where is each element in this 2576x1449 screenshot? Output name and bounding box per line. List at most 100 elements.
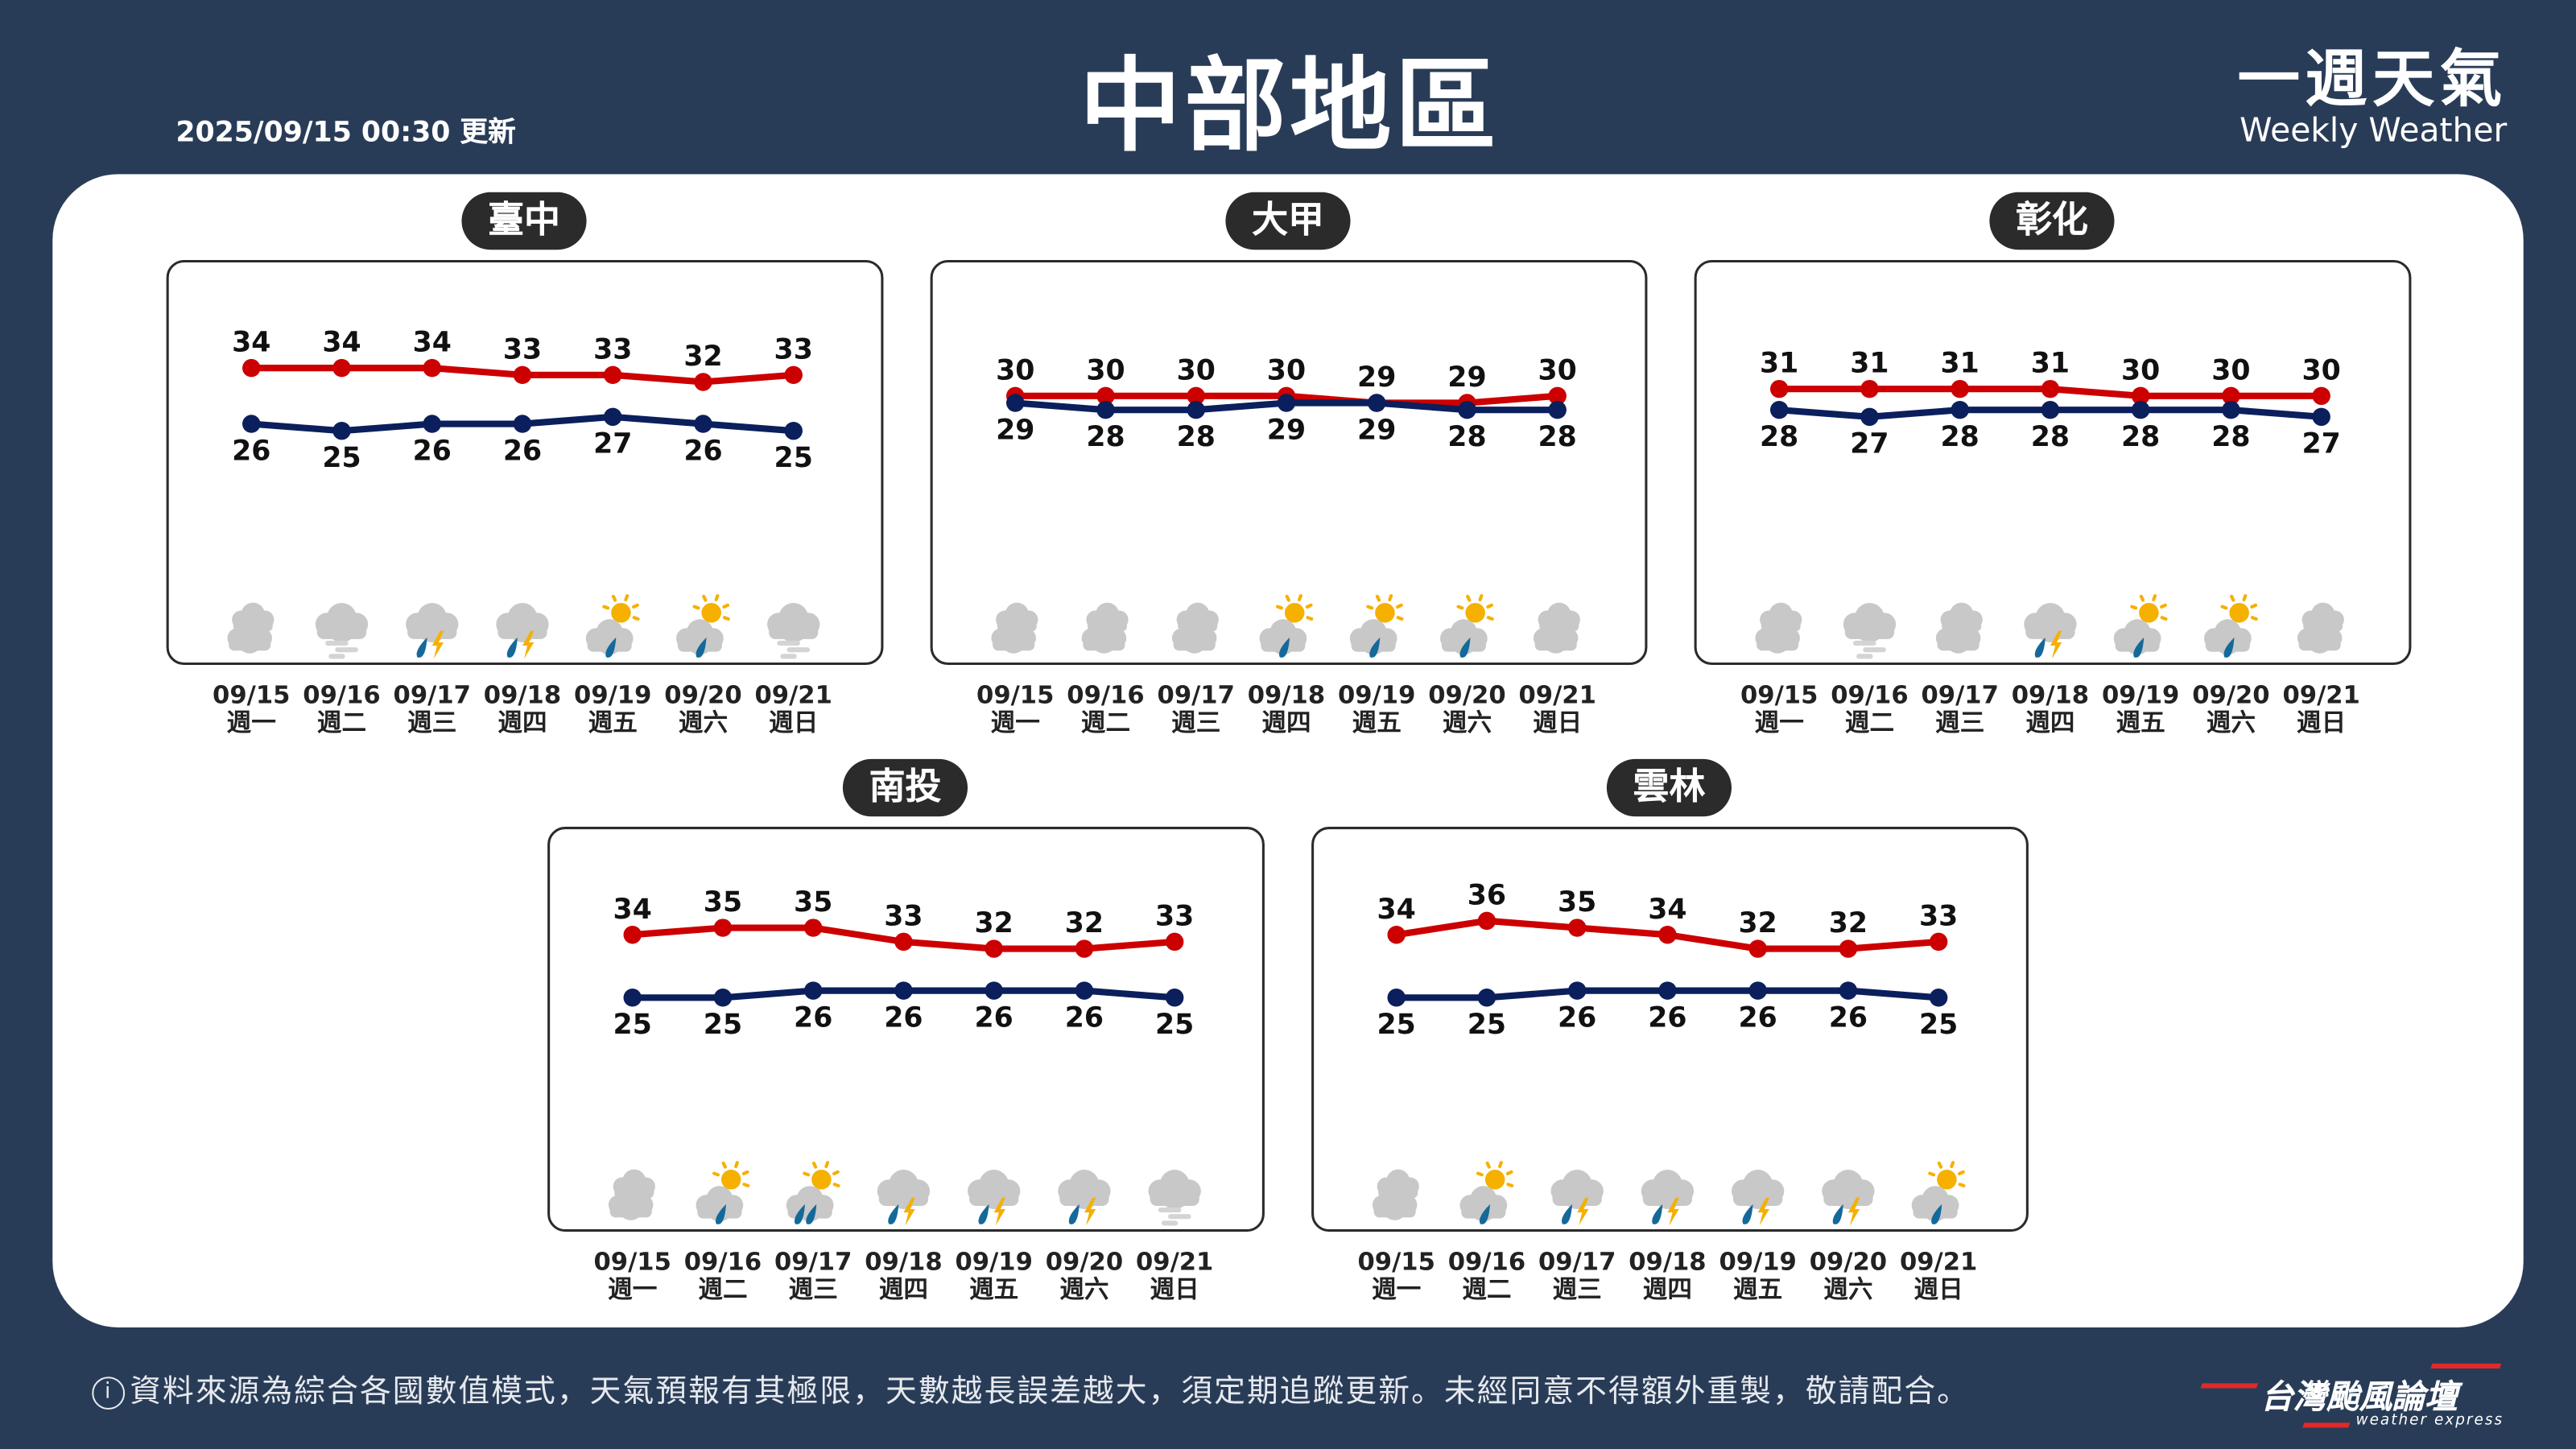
thunder-rain-icon [2024,602,2077,659]
high-temp-label: 32 [975,907,1013,939]
high-temp-point [694,373,712,391]
high-temp-label: 34 [1377,894,1416,926]
cloud-base [1733,1191,1783,1206]
date-label: 09/16 [303,681,380,709]
lightning-bolt [522,630,535,659]
sun-ray [722,616,730,621]
weekday-label: 週三 [1553,1276,1602,1304]
date-label: 09/21 [1519,681,1596,709]
sun-ray [1285,594,1290,602]
cloud-base [1150,1191,1199,1206]
cloud-base [1552,1191,1602,1206]
cloud-shape [2024,602,2077,642]
fog-icon [1148,1170,1201,1226]
high-temp-label: 29 [1357,361,1396,394]
lightning-bolt [1757,1197,1769,1226]
high-temp-point [1075,939,1094,958]
raindrop [1652,1203,1663,1224]
sun-ray [712,1171,720,1177]
low-temp-label: 26 [1648,1002,1686,1034]
weekday-label: 週二 [1462,1276,1511,1304]
cloud-shape [608,1187,654,1220]
sun-ray [2230,594,2235,602]
high-temp-label: 35 [794,886,832,919]
high-temp-point [1096,386,1115,406]
cloud-shape [877,1170,931,1210]
notice-text: 資料來源為綜合各國數值模式，天氣預報有其極限，天數越長誤差越大，須定期追蹤更新。… [130,1373,1970,1410]
low-temp-point [1839,981,1858,1000]
raindrop [1068,1203,1080,1224]
cloud-shape [1439,619,1488,655]
high-temp-label: 30 [1177,354,1216,386]
thunder-rain-icon [877,1170,931,1226]
thunder-rain-icon [1058,1170,1111,1226]
fog-line [328,654,345,659]
weekday-label: 週六 [1823,1276,1872,1304]
fog-line [325,640,349,646]
cloudy-icon [1755,602,1802,654]
low-temp-point [2222,400,2240,419]
date-label: 09/15 [1358,1249,1435,1277]
sun-ray [741,1170,749,1176]
date-label: 09/17 [394,681,471,709]
sun-ray [1305,603,1313,609]
raindrop [416,637,427,658]
sun-ray [1396,616,1404,621]
low-temp-point [1277,394,1296,412]
low-temp-label: 27 [593,428,632,460]
sun-shape [1928,1161,1966,1190]
partly-sunny-rain-icon [1349,594,1404,658]
sun-ray [1486,603,1494,609]
high-temp-point [513,365,532,385]
date-label: 09/19 [1338,681,1415,709]
low-temp-point [1567,981,1587,1000]
low-temp-point [985,981,1003,1000]
cloud-shape [1822,1170,1875,1210]
brand-title: 一週天氣 [2237,43,2508,115]
low-temp-label: 26 [232,435,270,467]
sun-ray [1306,616,1314,621]
low-temp-point [2312,407,2330,427]
cloud-base [969,1191,1019,1206]
date-label: 09/16 [684,1249,762,1277]
sun-ray [2250,603,2258,609]
weekday-label: 週日 [1914,1276,1963,1304]
low-temp-point [1658,981,1677,1000]
low-temp-point [603,407,622,427]
sun-disc [811,1170,832,1190]
raindrop [1561,1203,1573,1224]
sun-disc [1375,602,1395,623]
high-temp-point [1839,939,1858,958]
high-temp-point [603,365,622,385]
high-temp-point [803,919,823,937]
high-temp-point [2131,386,2150,406]
cloud-base [1373,1204,1416,1218]
cloudy-icon [608,1169,655,1220]
cloud-base [1083,638,1125,651]
logo: 台灣颱風論壇 weather express [2200,1357,2530,1439]
high-temp-point [2312,386,2330,406]
low-temp-point [2041,400,2060,419]
weekday-label: 週四 [497,709,547,737]
raindrop [2133,637,2145,658]
cloud-base [2298,638,2341,651]
sun-shape [1276,594,1314,623]
high-temp-label: 32 [1829,907,1868,939]
low-temp-point [1458,400,1476,419]
low-temp-point [1748,981,1767,1000]
high-temp-label: 33 [503,333,542,365]
sun-disc [1937,1170,1957,1190]
sun-disc [701,602,721,623]
date-label: 09/18 [484,681,561,709]
cloudy-icon [1533,602,1580,654]
low-temp-point [2131,400,2150,419]
sun-ray [832,1170,840,1176]
brand: 一週天氣 Weekly Weather [2238,46,2508,148]
sun-shape [602,594,640,623]
high-temp-point [1769,379,1789,398]
weekday-label: 週日 [1533,709,1582,737]
raindrop [696,637,707,658]
low-temp-point [784,421,803,440]
